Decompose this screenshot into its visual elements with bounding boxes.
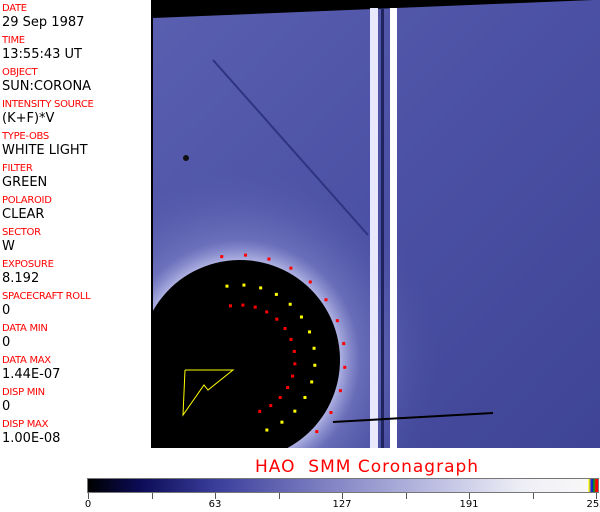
field-label: POLAROID <box>2 195 52 206</box>
marker-dot <box>310 380 314 384</box>
marker-dot <box>289 266 293 270</box>
marker-dot <box>299 315 303 319</box>
marker-dot <box>288 302 292 306</box>
marker-dot <box>259 286 263 290</box>
marker-dot <box>292 349 296 353</box>
field-value: WHITE LIGHT <box>2 143 88 158</box>
marker-dot <box>269 404 273 408</box>
colorbar-tick <box>151 493 153 499</box>
field-label: DATA MAX <box>2 355 51 366</box>
marker-dot <box>280 420 284 424</box>
field-value: W <box>2 239 15 254</box>
colorbar-tick <box>215 493 216 499</box>
field-label: DATE <box>2 3 27 14</box>
marker-dots <box>220 253 347 434</box>
field-value: 1.44E-07 <box>2 367 61 382</box>
marker-dot <box>225 284 229 288</box>
field-value: 13:55:43 UT <box>2 47 82 62</box>
occulter-disk <box>153 259 341 448</box>
field-label: FILTER <box>2 163 33 174</box>
colorbar-tick-label: 191 <box>459 499 479 510</box>
colorbar-tick <box>342 493 343 499</box>
field-label: EXPOSURE <box>2 259 54 270</box>
marker-dot <box>289 337 293 341</box>
field-label: DATA MIN <box>2 323 48 334</box>
colorbar-tick-label: 255 <box>586 499 600 510</box>
marker-dot <box>303 396 307 399</box>
field-value: 29 Sep 1987 <box>2 15 85 30</box>
field-label: OBJECT <box>2 67 38 78</box>
field-value: 8.192 <box>2 271 40 286</box>
marker-dot <box>308 330 312 334</box>
colorbar-tick-label: 127 <box>332 499 352 510</box>
marker-dot <box>220 255 224 259</box>
marker-dot <box>324 298 328 302</box>
field-label: SECTOR <box>2 227 41 238</box>
marker-dot <box>265 428 269 432</box>
marker-dot <box>275 317 279 321</box>
field-value: CLEAR <box>2 207 45 222</box>
marker-dot <box>267 257 271 261</box>
marker-dot <box>283 326 287 330</box>
marker-dot <box>286 386 290 389</box>
colorbar-tick <box>532 493 534 499</box>
colorbar-tick <box>596 493 597 499</box>
pylon-left <box>370 8 378 448</box>
field-value: GREEN <box>2 175 48 190</box>
field-value: 0 <box>2 303 11 318</box>
annotation-polygon <box>182 369 235 417</box>
field-value: 0 <box>2 335 11 350</box>
marker-dot <box>335 319 339 323</box>
colorbar-tick <box>405 493 407 499</box>
marker-dot <box>274 292 278 296</box>
field-label: INTENSITY SOURCE <box>2 99 94 110</box>
field-value: (K+F)*V <box>2 111 55 126</box>
field-label: SPACECRAFT ROLL <box>2 291 91 302</box>
colorbar-tick <box>278 493 280 499</box>
marker-dot <box>293 409 297 413</box>
field-value: 1.00E-08 <box>2 431 61 446</box>
marker-dot <box>241 303 245 307</box>
marker-dot <box>329 411 333 414</box>
coronagraph-image <box>153 0 600 448</box>
marker-dot <box>308 280 312 284</box>
marker-dot <box>258 409 262 413</box>
marker-dot <box>243 253 247 257</box>
plot-title: HAO SMM Coronagraph <box>255 457 480 477</box>
marker-dot <box>315 430 319 434</box>
marker-dot <box>312 346 316 350</box>
field-value: 0 <box>2 399 11 414</box>
marker-dot <box>253 305 257 309</box>
marker-dot <box>342 342 346 346</box>
colorbar-tick <box>88 493 89 499</box>
colorbar-tick <box>469 493 470 499</box>
metadata-panel: DATE 29 Sep 1987 TIME 13:55:43 UT OBJECT SUN:… <box>0 0 153 448</box>
marker-dot <box>343 365 347 369</box>
colorbar-tick-label: 0 <box>84 499 92 510</box>
marker-dot <box>242 283 246 287</box>
marker-dot <box>265 310 269 314</box>
field-label: DISP MAX <box>2 419 49 430</box>
field-value: SUN:CORONA <box>2 79 92 94</box>
field-label: TIME <box>2 35 25 46</box>
marker-dot <box>228 304 232 308</box>
colorbar <box>87 478 599 493</box>
pylon-right <box>390 8 397 448</box>
colorbar-tick-label: 63 <box>208 499 222 510</box>
marker-dot <box>293 362 297 366</box>
marker-dot <box>338 389 342 393</box>
marker-dot <box>313 363 317 367</box>
marker-dot <box>291 374 295 378</box>
field-label: DISP MIN <box>2 387 45 398</box>
marker-dot <box>278 396 282 400</box>
field-label: TYPE-OBS <box>2 131 49 142</box>
